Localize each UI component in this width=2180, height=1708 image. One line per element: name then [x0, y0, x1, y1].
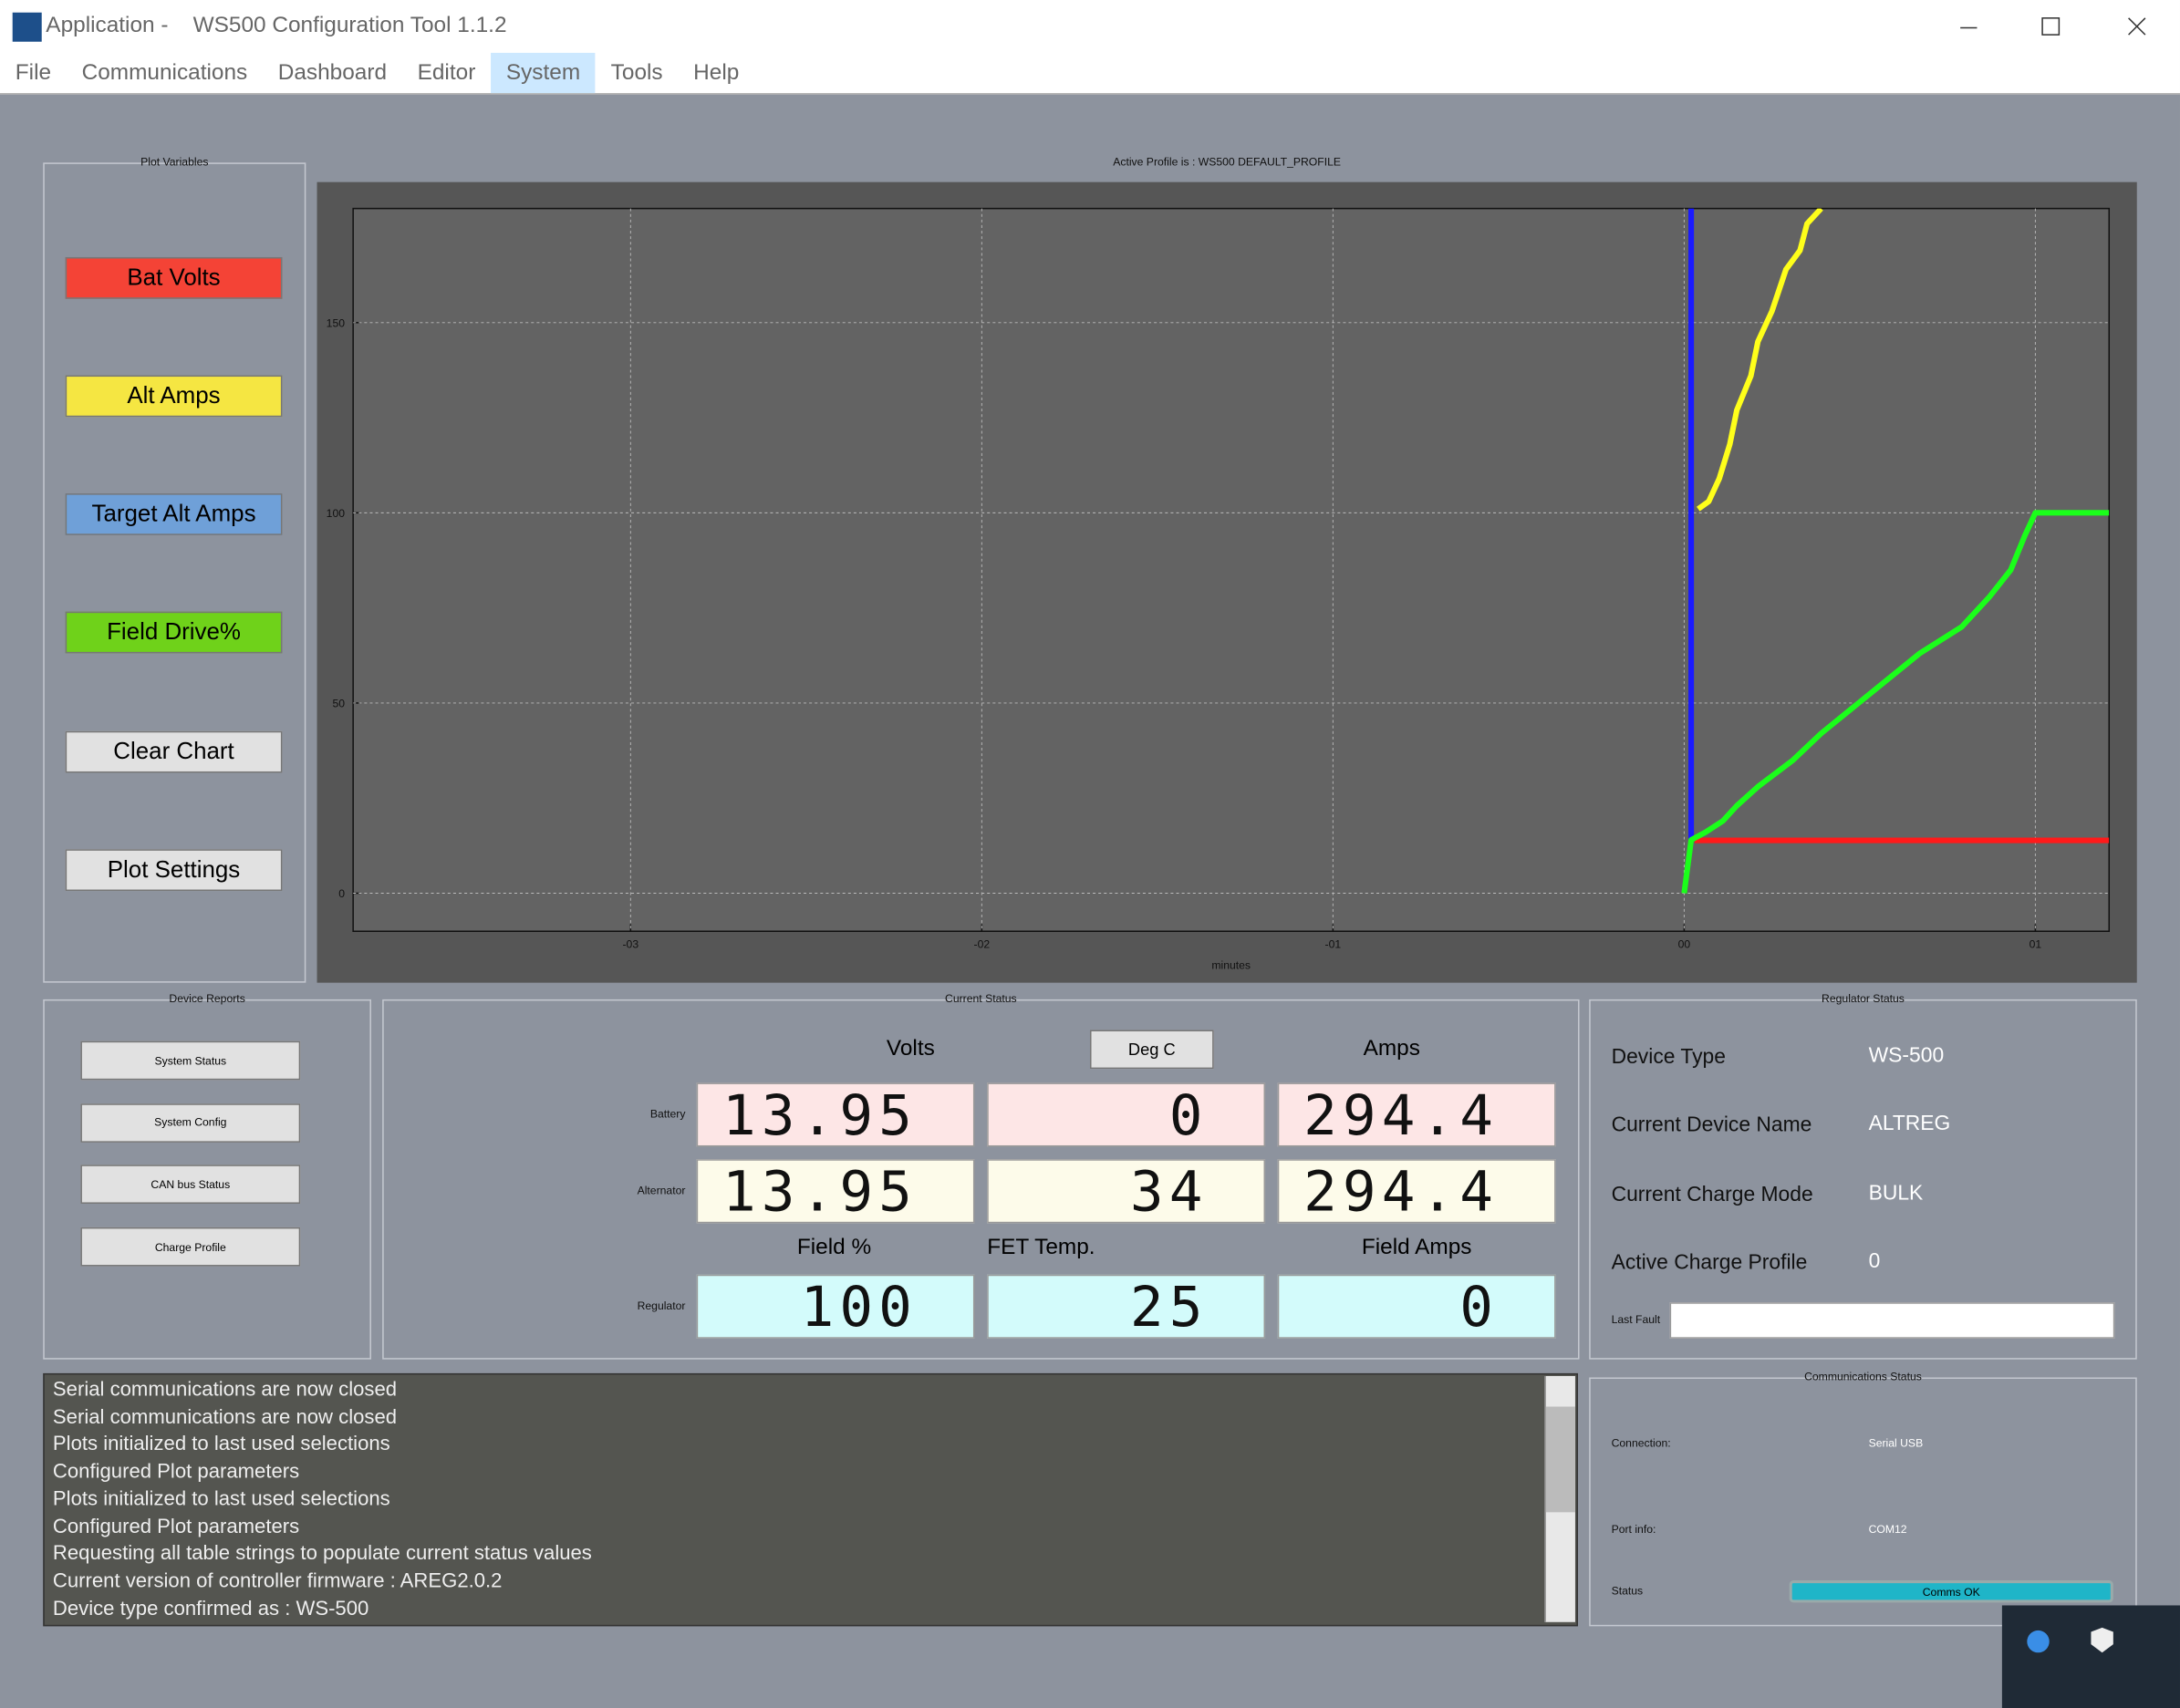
legend-button[interactable]: Field Drive% [65, 611, 283, 654]
group-title: Device Reports [169, 992, 245, 1006]
button[interactable]: Plot Settings [65, 849, 283, 892]
comms-status-bar: Comms OK [1789, 1580, 2113, 1603]
plot-area [352, 207, 2111, 932]
log-line: Device type confirmed as : WS-500 [52, 1598, 369, 1620]
button[interactable]: Clear Chart [65, 730, 283, 773]
x-tick-label: 00 [1678, 938, 1691, 951]
log-line: Plots initialized to last used selection… [52, 1488, 390, 1511]
field-label: Current Charge Mode [1611, 1182, 1813, 1206]
legend-button[interactable]: Alt Amps [65, 375, 283, 418]
current-status-group: Current Status [382, 992, 1580, 1360]
report-button[interactable]: System Status [80, 1040, 301, 1081]
comms-value: COM12 [1868, 1523, 1907, 1537]
log-line: Serial communications are now closed [52, 1379, 398, 1402]
field-value: 0 [1868, 1249, 1881, 1274]
y-tick-label: 50 [332, 698, 345, 710]
menu-item[interactable]: File [15, 61, 52, 85]
plot-variables-group: Plot Variables [43, 156, 306, 983]
legend-button[interactable]: Target Alt Amps [65, 493, 283, 535]
lcd-value: 100 [696, 1274, 975, 1340]
deg-c-button[interactable]: Deg C [1089, 1030, 1214, 1070]
field-value: ALTREG [1868, 1112, 1951, 1136]
lcd-value: 34 [987, 1159, 1266, 1225]
menu-item[interactable]: Communications [81, 61, 248, 85]
app-icon [12, 12, 42, 42]
group-title: Communications Status [1804, 1370, 1922, 1383]
row-label: Regulator [637, 1299, 686, 1312]
comms-status-group: Communications Status [1589, 1371, 2137, 1627]
comms-label: Port info: [1611, 1523, 1656, 1537]
menu-item[interactable]: Dashboard [277, 61, 388, 85]
window-title: Application - WS500 Configuration Tool 1… [46, 14, 507, 38]
chart: 0 50 100 150 -03 -02 -01 00 01 minutes [317, 181, 2137, 983]
window-controls[interactable] [1946, 11, 2169, 45]
column-header: Field % [796, 1236, 872, 1259]
log-line: Configured Plot parameters [52, 1516, 300, 1538]
last-fault-field [1669, 1302, 2115, 1339]
field-label: Current Device Name [1611, 1113, 1812, 1138]
regulator-status-group: Regulator Status [1589, 992, 2137, 1360]
lcd-value: 0 [987, 1082, 1266, 1148]
scrollbar[interactable] [1544, 1375, 1575, 1622]
series-line [1681, 510, 2110, 894]
x-tick-label: -02 [974, 938, 991, 951]
report-button[interactable]: System Config [80, 1102, 301, 1143]
field-label: Active Charge Profile [1611, 1250, 1808, 1275]
menu-item[interactable]: System [491, 52, 596, 94]
group-title: Regulator Status [1822, 992, 1905, 1006]
group-title: Current Status [945, 992, 1017, 1006]
log-line: Serial communications are now closed [52, 1406, 398, 1429]
menu-item[interactable]: Tools [610, 61, 663, 85]
column-header: Amps [1363, 1037, 1420, 1061]
log-line: Configured Plot parameters [52, 1461, 300, 1484]
group-title: Plot Variables [140, 155, 209, 169]
report-button[interactable]: Charge Profile [80, 1227, 301, 1267]
row-label: Battery [649, 1107, 686, 1121]
log-panel: Serial communications are now closed Seri… [43, 1372, 1579, 1627]
menu-item[interactable]: Editor [417, 61, 476, 85]
log-line: Requesting all table strings to populate… [52, 1543, 592, 1566]
series-line [1696, 208, 1823, 512]
lcd-value: 13.95 [696, 1159, 975, 1225]
tray-icons[interactable] [2002, 1605, 2180, 1708]
comms-label: Connection: [1611, 1437, 1671, 1450]
lcd-value: 25 [987, 1274, 1266, 1340]
log-line: Plots initialized to last used selection… [52, 1434, 390, 1456]
taskbar-tray [2001, 1605, 2180, 1708]
lcd-value: 13.95 [696, 1082, 975, 1148]
chart-title: Active Profile is : WS500 DEFAULT_PROFIL… [1113, 155, 1342, 169]
last-fault-label: Last Fault [1611, 1313, 1661, 1327]
field-value: BULK [1868, 1180, 1924, 1205]
y-tick-label: 150 [327, 316, 346, 329]
legend-button[interactable]: Bat Volts [65, 256, 283, 299]
comms-label: Status [1611, 1584, 1644, 1598]
x-axis-label: minutes [1211, 958, 1251, 971]
lcd-value: 294.4 [1277, 1159, 1556, 1225]
comms-value: Serial USB [1868, 1437, 1924, 1450]
field-value: WS-500 [1868, 1043, 1945, 1068]
column-header: Field Amps [1361, 1236, 1472, 1259]
x-tick-label: -03 [623, 938, 639, 951]
x-tick-label: 01 [2029, 938, 2042, 951]
lcd-value: 0 [1277, 1274, 1556, 1340]
y-tick-label: 100 [327, 507, 346, 520]
lcd-value: 294.4 [1277, 1082, 1556, 1148]
log-line: Current version of controller firmware :… [52, 1570, 503, 1593]
scroll-thumb[interactable] [1545, 1406, 1575, 1513]
device-reports-group: Device Reports [43, 992, 371, 1360]
menu-bar: File Communications Dashboard Editor System T… [0, 52, 754, 94]
column-header: Volts [886, 1037, 935, 1061]
field-label: Device Type [1611, 1045, 1726, 1070]
menu-item[interactable]: Help [693, 61, 740, 85]
y-tick-label: 0 [338, 887, 345, 900]
title-bar [0, 0, 2180, 95]
report-button[interactable]: CAN bus Status [80, 1165, 301, 1205]
row-label: Alternator [637, 1184, 686, 1197]
x-tick-label: -01 [1325, 938, 1342, 951]
column-header: FET Temp. [987, 1236, 1095, 1259]
